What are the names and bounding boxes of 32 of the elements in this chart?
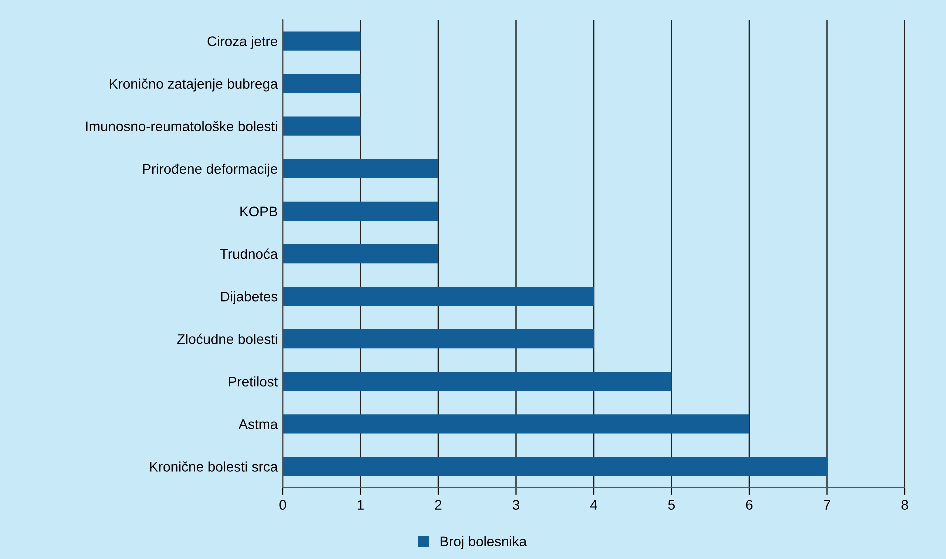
bar — [283, 457, 828, 476]
x-tick-label: 0 — [280, 500, 286, 510]
bar — [283, 244, 438, 264]
x-tick-label: 3 — [512, 500, 520, 510]
y-tick-label: KOPB — [240, 206, 278, 217]
y-tick-label: Dijabetes — [221, 292, 278, 304]
bar — [283, 286, 594, 306]
y-tick-label: Imunosno-reumatološke bolesti — [86, 121, 278, 132]
bar — [283, 372, 672, 392]
y-tick-label: Trudnoća — [220, 248, 278, 260]
x-tick-label: 6 — [746, 500, 753, 510]
y-tick-label: Kronično zatajenje bubrega — [110, 78, 278, 92]
x-tick-label: 4 — [590, 500, 598, 510]
bar — [283, 414, 750, 434]
y-tick-label: Prirođene deformacije — [143, 164, 278, 177]
legend-label: Broj bolesnika — [440, 536, 528, 550]
bar — [283, 330, 594, 349]
bar — [283, 202, 438, 222]
bar — [283, 116, 361, 136]
x-tick-label: 7 — [824, 500, 830, 510]
y-tick-label: Zloćudne bolesti — [177, 334, 278, 344]
bar — [283, 74, 361, 94]
x-tick-label: 2 — [435, 500, 442, 510]
y-tick-label: Ciroza jetre — [208, 36, 278, 50]
bar — [283, 32, 361, 51]
x-tick-label: 1 — [358, 500, 364, 510]
y-tick-label: Pretilost — [229, 376, 278, 387]
x-tick-label: 5 — [668, 500, 676, 510]
y-tick-label: Astma — [238, 420, 278, 430]
x-tick-label: 8 — [902, 500, 908, 510]
bar — [283, 159, 438, 178]
y-tick-label: Kronične bolesti srca — [150, 462, 278, 472]
